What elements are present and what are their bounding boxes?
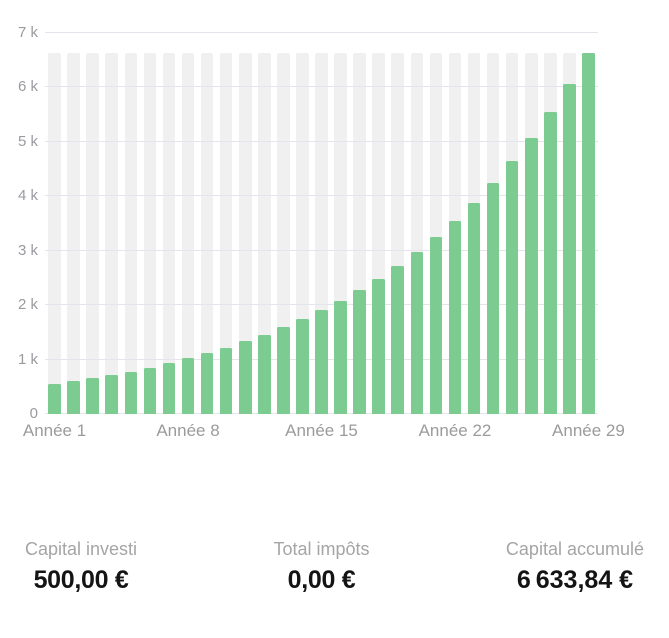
chart-bar[interactable]: [334, 300, 347, 414]
y-axis-label: 2 k: [17, 296, 38, 314]
chart-bar[interactable]: [429, 237, 443, 414]
column-track[interactable]: [124, 52, 138, 414]
stat-label: Capital accumulé: [505, 539, 644, 559]
column-track[interactable]: [181, 52, 195, 414]
chart-bar[interactable]: [315, 310, 328, 414]
column-track[interactable]: [67, 52, 80, 414]
y-axis-label: 1 k: [17, 350, 38, 368]
chart-bar[interactable]: [486, 182, 500, 414]
chart-bar[interactable]: [544, 111, 557, 414]
stats-row: Capital investi 500,00 € Total impôts 0,…: [0, 538, 669, 595]
chart-bar[interactable]: [563, 83, 576, 414]
x-axis: Année 1 Année 8 Année 15 Année 22 Année 29: [23, 419, 625, 443]
chart-bar[interactable]: [257, 334, 271, 414]
chart-bar[interactable]: [67, 381, 80, 414]
stat-value: 500,00 €: [33, 566, 129, 594]
column-track[interactable]: [200, 52, 214, 414]
chart-bar[interactable]: [391, 265, 405, 414]
x-axis-label: Année 15: [285, 421, 358, 440]
gridline: [45, 304, 598, 306]
chart-bar[interactable]: [162, 363, 176, 414]
plot-area: [45, 32, 598, 414]
chart-bar[interactable]: [372, 278, 385, 414]
chart-bar[interactable]: [353, 290, 366, 414]
chart-bar[interactable]: [143, 367, 157, 414]
gridline: [45, 86, 598, 88]
column-track[interactable]: [105, 52, 119, 414]
gridline: [45, 249, 598, 251]
stat-value: 6 633,84 €: [516, 566, 634, 594]
column-track[interactable]: [143, 52, 157, 414]
gridline: [45, 32, 598, 33]
stat-capital-accumule: Capital accumulé 6 633,84 €: [506, 538, 644, 595]
chart-bar[interactable]: [448, 220, 462, 414]
stat-capital-investi: Capital investi 500,00 €: [25, 538, 137, 595]
y-axis-label: 5 k: [17, 132, 38, 150]
y-axis-label: 4 k: [17, 187, 38, 205]
column-track[interactable]: [86, 52, 99, 414]
chart-bar[interactable]: [410, 252, 424, 414]
stat-value: 0,00 €: [287, 566, 356, 594]
chart-bar[interactable]: [124, 371, 138, 414]
chart-bar[interactable]: [86, 378, 99, 414]
chart-bar[interactable]: [524, 137, 538, 414]
chart-bar[interactable]: [505, 161, 519, 414]
stat-label: Capital investi: [25, 539, 138, 559]
y-axis-label: 0: [29, 405, 38, 422]
x-axis-label: Année 29: [552, 421, 625, 440]
chart-bar[interactable]: [277, 327, 290, 414]
column-track[interactable]: [257, 52, 271, 414]
chart-bar[interactable]: [48, 384, 61, 414]
chart-bar[interactable]: [238, 341, 252, 414]
chart-bar[interactable]: [105, 375, 119, 414]
y-axis: 0 1 k 2 k 3 k 4 k 5 k 6 k 7 k: [0, 24, 38, 422]
x-axis-label: Année 8: [156, 421, 220, 440]
chart-bar[interactable]: [467, 202, 481, 414]
gridline: [45, 195, 598, 197]
column-track[interactable]: [219, 52, 233, 414]
chart-bar[interactable]: [200, 353, 214, 414]
chart-bar[interactable]: [181, 358, 195, 414]
column-track[interactable]: [277, 52, 290, 414]
x-axis-label: Année 1: [22, 421, 87, 440]
chart-bar[interactable]: [582, 52, 595, 414]
stat-label: Total impôts: [273, 539, 370, 559]
y-axis-label: 7 k: [17, 24, 38, 41]
column-track[interactable]: [238, 52, 252, 414]
stat-total-impots: Total impôts 0,00 €: [273, 538, 369, 595]
x-axis-label: Année 22: [418, 421, 492, 440]
y-axis-label: 3 k: [17, 241, 38, 259]
gridline: [45, 140, 598, 142]
chart-bar[interactable]: [219, 347, 233, 414]
y-axis-label: 6 k: [17, 78, 38, 96]
column-track[interactable]: [48, 52, 61, 414]
column-track[interactable]: [162, 52, 176, 414]
chart-bar[interactable]: [296, 319, 309, 414]
